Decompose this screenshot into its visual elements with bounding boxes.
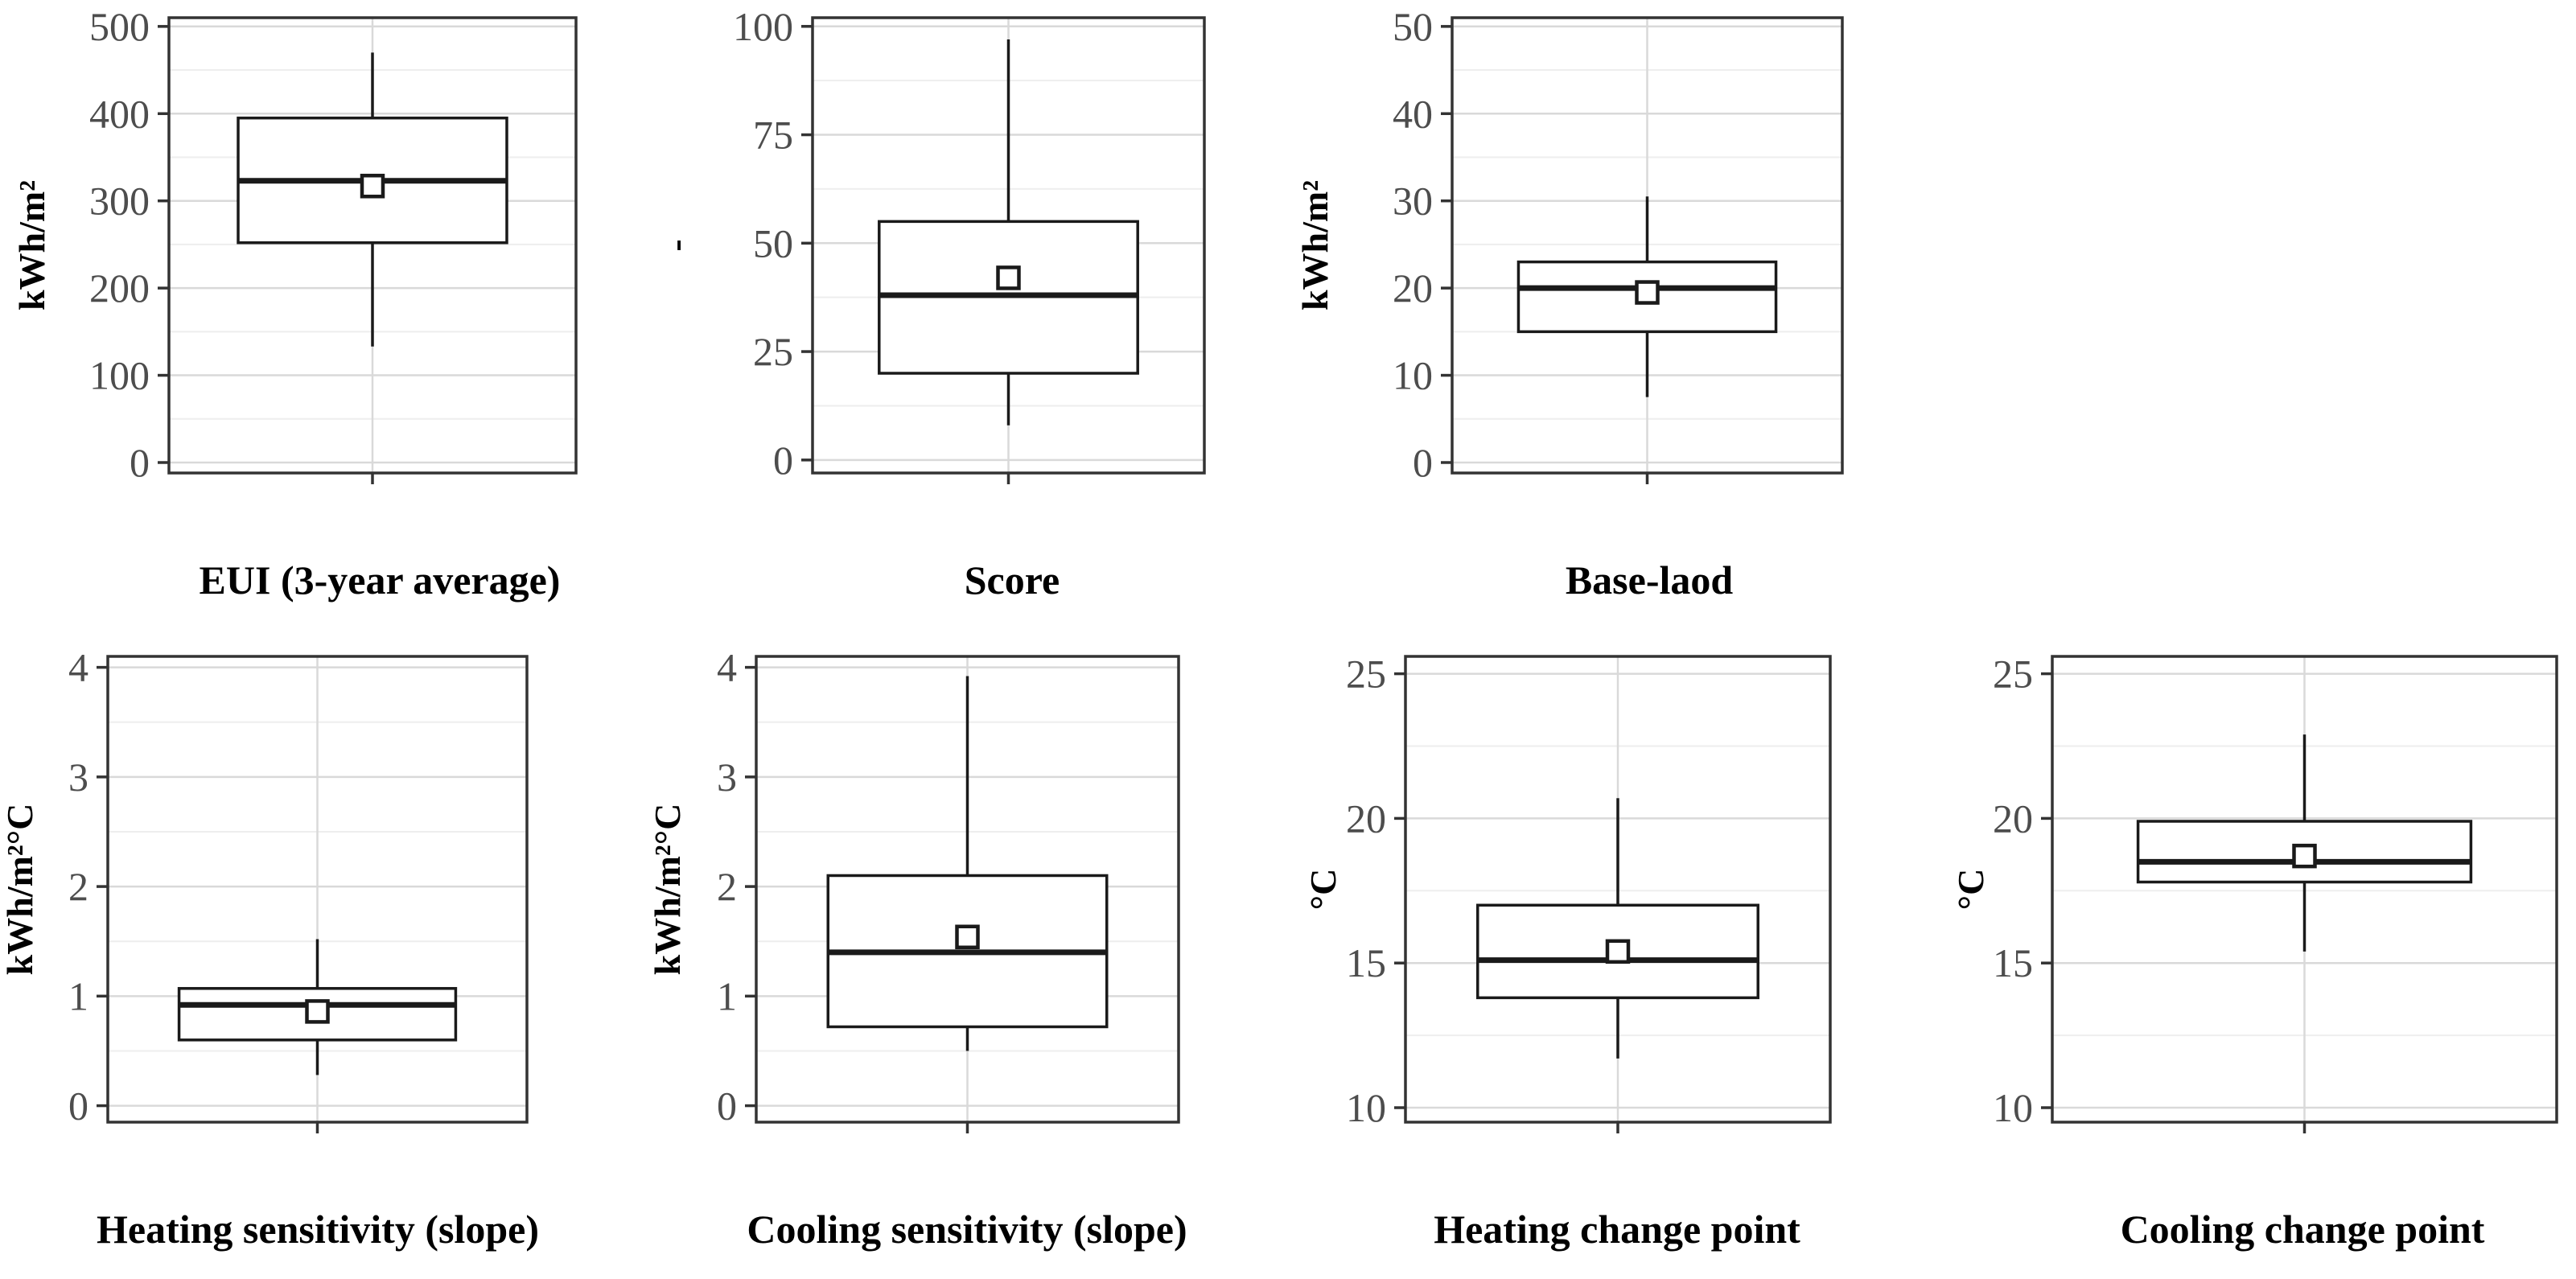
mean-marker xyxy=(305,999,330,1024)
y-tick-label: 50 xyxy=(1393,4,1433,49)
y-tick-label: 20 xyxy=(1993,796,2033,841)
mean-marker xyxy=(996,265,1021,290)
mean-marker xyxy=(955,924,980,950)
y-tick-label: 0 xyxy=(717,1084,737,1129)
y-tick-label: 10 xyxy=(1993,1085,2033,1130)
x-axis-label: Score xyxy=(965,557,1060,602)
y-tick-label: 1 xyxy=(68,973,88,1018)
y-axis-label: kWh/m² xyxy=(11,180,52,310)
mean-marker xyxy=(1605,939,1631,964)
y-tick-label: 400 xyxy=(89,91,150,136)
y-tick-label: 3 xyxy=(717,755,737,800)
y-tick-label: 25 xyxy=(753,329,793,374)
mean-marker xyxy=(2292,843,2317,869)
y-tick-label: 500 xyxy=(89,4,150,49)
x-axis-label: EUI (3-year average) xyxy=(200,557,561,602)
y-tick-label: 75 xyxy=(753,113,793,158)
y-tick-label: 15 xyxy=(1346,940,1386,985)
y-tick-label: 300 xyxy=(89,179,150,224)
y-tick-label: 15 xyxy=(1993,940,2033,985)
mean-marker xyxy=(360,174,385,199)
boxplot-panel-6: 10 15 20 25 Heating change point °C xyxy=(1302,652,1832,1252)
y-tick-label: 2 xyxy=(68,864,88,909)
y-axis-label: kWh/m²°C xyxy=(0,804,40,976)
y-axis-label: - xyxy=(655,239,696,251)
boxplot-panel-4: 0 1 2 3 4 Heating sensitivity (slope) kWh/m²°C xyxy=(0,645,539,1252)
y-tick-label: 10 xyxy=(1346,1085,1386,1130)
boxplot-panel-5: 0 1 2 3 4 Cooling sensitivity (slope) kWh/m²°C xyxy=(647,645,1187,1252)
y-tick-label: 0 xyxy=(68,1084,88,1129)
x-axis-label: Base-laod xyxy=(1566,557,1734,602)
y-tick-label: 25 xyxy=(1993,652,2033,697)
y-axis-label: kWh/m²°C xyxy=(647,804,688,976)
mean-marker xyxy=(1635,280,1660,305)
y-tick-label: 40 xyxy=(1393,91,1433,136)
x-axis-label: Heating change point xyxy=(1434,1207,1800,1252)
y-tick-label: 0 xyxy=(1413,440,1433,485)
y-tick-label: 20 xyxy=(1393,265,1433,310)
x-axis-label: Cooling sensitivity (slope) xyxy=(747,1207,1187,1252)
y-tick-label: 200 xyxy=(89,265,150,310)
y-tick-label: 50 xyxy=(753,220,793,265)
y-axis-label: °C xyxy=(1950,869,1991,911)
boxplot-panel-2: 0 25 50 75 100 Score - xyxy=(655,4,1206,602)
y-tick-label: 0 xyxy=(773,438,793,483)
y-tick-label: 0 xyxy=(130,440,150,485)
y-tick-label: 4 xyxy=(717,645,737,690)
y-tick-label: 25 xyxy=(1346,652,1386,697)
y-tick-label: 4 xyxy=(68,645,88,690)
y-tick-label: 20 xyxy=(1346,796,1386,841)
y-tick-label: 100 xyxy=(733,4,793,49)
boxplot-panel-7: 10 15 20 25 Cooling change point °C xyxy=(1950,652,2558,1252)
y-tick-label: 1 xyxy=(717,973,737,1018)
y-tick-label: 10 xyxy=(1393,353,1433,398)
y-tick-label: 30 xyxy=(1393,179,1433,224)
x-axis-label: Heating sensitivity (slope) xyxy=(97,1207,539,1252)
y-tick-label: 2 xyxy=(717,864,737,909)
x-axis-label: Cooling change point xyxy=(2121,1207,2485,1252)
boxplot-panel-3: 0 10 20 30 40 50 Base-laod kWh/m² xyxy=(1294,4,1844,602)
y-axis-label: °C xyxy=(1302,869,1344,911)
y-axis-label: kWh/m² xyxy=(1294,180,1335,310)
boxplot-panel-1: 0 100 200 300 400 500 EUI (3-year average) kWh/… xyxy=(11,4,578,602)
y-tick-label: 100 xyxy=(89,353,150,398)
y-tick-label: 3 xyxy=(68,755,88,800)
